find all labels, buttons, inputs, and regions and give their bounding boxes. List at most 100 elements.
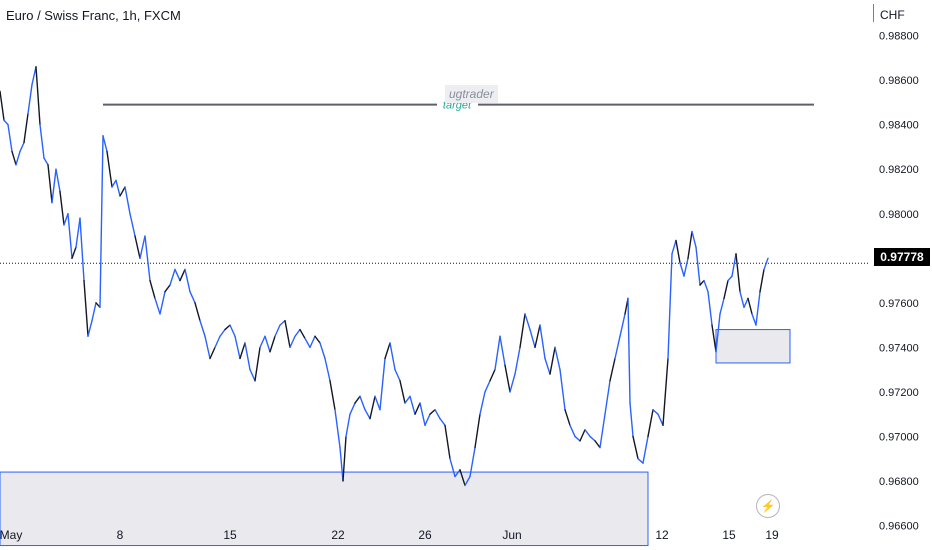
series-segment <box>224 324 231 331</box>
series-segment <box>269 335 276 353</box>
series-segment <box>75 217 81 248</box>
series-segment <box>747 297 753 315</box>
series-segment <box>91 302 97 322</box>
demand-zone-2 <box>715 329 791 364</box>
series-segment <box>584 429 591 438</box>
series-segment <box>384 342 391 360</box>
series-segment <box>23 112 29 144</box>
series-segment <box>115 179 121 197</box>
series-segment <box>229 324 236 337</box>
series-segment <box>159 291 166 315</box>
series-segment <box>359 395 366 411</box>
series-segment <box>629 402 634 438</box>
y-tick-label: 0.98000 <box>879 209 919 221</box>
series-segment <box>652 409 659 415</box>
y-tick-label: 0.98200 <box>879 164 919 176</box>
series-segment <box>604 380 611 415</box>
series-segment <box>102 135 108 153</box>
x-tick-label: 15 <box>223 528 237 542</box>
series-segment <box>369 395 376 420</box>
series-segment <box>609 357 616 382</box>
series-segment <box>342 435 347 482</box>
series-segment <box>484 380 491 393</box>
series-segment <box>743 297 749 308</box>
series-segment <box>374 395 381 411</box>
series-segment <box>594 440 601 449</box>
current-price-label: 0.97778 <box>874 248 930 266</box>
series-segment <box>164 284 171 293</box>
series-segment <box>179 268 186 282</box>
series-segment <box>759 268 765 293</box>
series-segment <box>544 357 551 375</box>
series-segment <box>139 235 146 259</box>
series-segment <box>274 324 281 337</box>
series-segment <box>637 458 644 464</box>
series-segment <box>657 413 664 427</box>
series-segment <box>111 179 117 188</box>
series-segment <box>715 313 721 353</box>
series-segment <box>755 291 761 326</box>
series-segment <box>735 253 741 293</box>
series-segment <box>499 335 506 366</box>
series-segment <box>379 357 386 411</box>
series-segment <box>334 409 341 449</box>
series-segment <box>43 157 49 166</box>
series-segment <box>564 409 571 427</box>
y-tick-label: 0.97000 <box>879 431 919 443</box>
series-segment <box>299 328 306 340</box>
series-segment <box>67 213 73 259</box>
series-segment <box>699 279 705 286</box>
series-segment <box>429 409 436 415</box>
series-segment <box>389 342 396 371</box>
series-segment <box>284 319 291 349</box>
series-segment <box>31 66 37 86</box>
series-segment <box>19 141 25 153</box>
series-segment <box>239 342 246 360</box>
series-segment <box>329 380 336 411</box>
series-segment <box>394 368 401 382</box>
series-segment <box>259 335 266 349</box>
series-segment <box>494 335 501 371</box>
series-segment <box>632 435 639 460</box>
series-segment <box>3 119 9 126</box>
lightning-icon[interactable]: ⚡ <box>756 494 780 518</box>
series-segment <box>579 429 586 442</box>
series-segment <box>509 373 516 393</box>
series-segment <box>687 230 693 259</box>
series-segment <box>189 291 196 304</box>
series-segment <box>731 253 737 277</box>
x-tick-label: 26 <box>418 528 432 542</box>
demand-zone-1 <box>0 471 649 547</box>
currency-unit-label[interactable]: CHF <box>880 8 905 22</box>
series-segment <box>763 257 769 271</box>
series-segment <box>589 435 596 442</box>
y-tick-label: 0.97600 <box>879 298 919 310</box>
y-tick-label: 0.97200 <box>879 387 919 399</box>
series-segment <box>662 357 669 427</box>
series-segment <box>647 409 654 438</box>
series-segment <box>679 262 685 277</box>
x-tick-label: 19 <box>765 528 779 542</box>
series-segment <box>409 395 416 415</box>
series-segment <box>514 346 521 375</box>
x-tick-label: 15 <box>722 528 736 542</box>
series-segment <box>479 391 486 415</box>
series-segment <box>134 235 141 259</box>
series-segment <box>63 213 69 226</box>
series-segment <box>194 302 201 322</box>
series-segment <box>349 402 356 415</box>
series-segment <box>474 413 481 449</box>
series-segment <box>79 217 85 282</box>
series-segment <box>59 190 65 226</box>
x-tick-label: 8 <box>117 528 124 542</box>
series-segment <box>339 446 344 482</box>
series-segment <box>254 346 261 382</box>
series-segment <box>264 335 271 353</box>
series-segment <box>444 424 451 460</box>
axis-divider <box>873 4 874 22</box>
series-segment <box>83 279 89 337</box>
series-segment <box>464 475 471 487</box>
series-segment <box>15 150 21 166</box>
series-segment <box>642 435 649 464</box>
